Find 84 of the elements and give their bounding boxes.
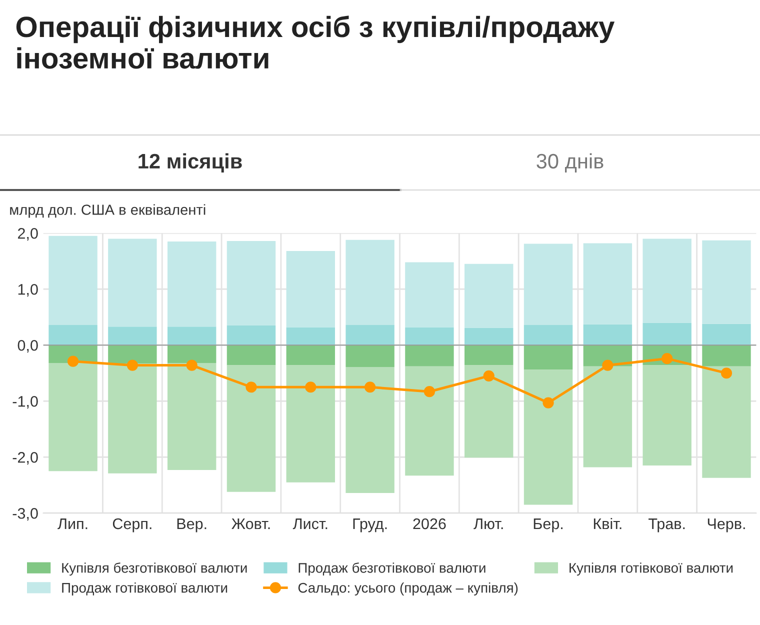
bar [226,365,276,492]
bar [346,366,394,493]
y-tick-label: -1,0 [12,396,38,409]
point [364,382,376,393]
bar [642,322,692,346]
bar [702,240,751,324]
bar [167,326,216,346]
bar [226,345,276,366]
bar [642,238,692,323]
bar [108,326,157,346]
bar [583,324,632,346]
bar [524,345,573,370]
bar [524,324,573,346]
bar [405,262,454,328]
x-tick-label: Лип. [58,518,88,530]
point [662,353,673,364]
legend-label: Купівля безготівкової валюти [62,562,247,576]
bar [286,345,336,366]
point [542,397,554,408]
bar [346,345,394,367]
bar [405,327,454,346]
x-tick-label: Черв. [708,518,745,532]
bar [346,324,394,346]
point [246,382,257,393]
legend-label: Купівля готівкової валюти [570,562,733,576]
bar [583,243,632,324]
bar [464,365,514,458]
bar [167,345,216,364]
point [424,386,436,398]
y-tick-label: -3,0 [12,508,38,521]
x-tick-label: Груд. [353,518,387,532]
x-tick-label: Лют. [474,518,503,530]
bar [286,365,336,482]
bar [108,364,157,474]
bar [464,264,514,328]
bar [524,244,573,325]
legend-label: Сальдо: усього (продаж – купівля) [298,582,518,596]
bar [464,345,514,366]
point [483,370,494,382]
x-tick-label: Жовт. [232,518,270,530]
text: 30 днів [536,153,604,173]
x-tick-label: Лист. [292,518,328,530]
legend-label: Продаж готівкової валюти [62,582,228,596]
bar [642,365,692,466]
bar [108,238,157,327]
bar [286,251,336,328]
y-tick-label: 1,0 [18,284,38,297]
bar [702,324,751,346]
point [305,382,316,393]
bar [48,236,98,325]
bar [286,327,336,346]
bar [405,345,454,366]
x-tick-label: Трав. [648,518,685,532]
bar [48,363,98,472]
bar [48,324,98,346]
chart-title: Операції фізичних осіб з купівлі/продажу іноземної валюти [16,16,615,69]
point [126,360,138,371]
point [720,368,732,379]
y-tick-label: 2,0 [18,228,38,241]
bar [226,326,276,346]
bar [405,366,454,476]
bar [167,363,216,470]
y-tick-label: 0,0 [18,340,38,353]
bar [524,370,573,505]
bar [702,345,751,366]
bar [583,366,632,468]
x-tick-label: Вер. [177,518,206,532]
bar [702,366,751,478]
bar [464,328,514,346]
y-axis-title: млрд дол. США в еквіваленті [10,204,206,218]
legend-label: Продаж безготівкової валюти [298,562,486,576]
bar [108,345,157,364]
x-tick-label: Бер. [534,518,563,532]
bar [167,242,216,327]
point [602,360,614,371]
point [67,356,79,367]
x-tick-label: 2026 [413,518,446,530]
y-tick-label: -2,0 [12,452,38,465]
bar [346,240,394,325]
x-tick-label: Квіт. [594,518,622,530]
text: 12 місяців [138,153,242,173]
point [186,360,198,371]
bar [226,240,276,326]
x-tick-label: Серп. [112,518,152,532]
